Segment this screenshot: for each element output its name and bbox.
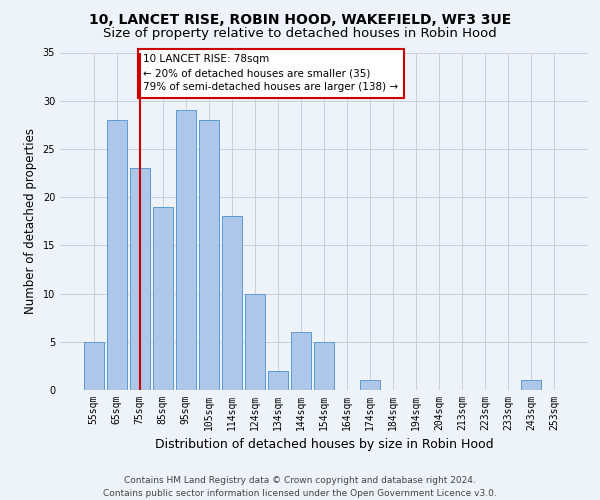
Bar <box>314 342 334 390</box>
Bar <box>222 216 242 390</box>
Text: 10, LANCET RISE, ROBIN HOOD, WAKEFIELD, WF3 3UE: 10, LANCET RISE, ROBIN HOOD, WAKEFIELD, … <box>89 12 511 26</box>
Bar <box>521 380 541 390</box>
Bar <box>153 207 173 390</box>
Text: 10 LANCET RISE: 78sqm
← 20% of detached houses are smaller (35)
79% of semi-deta: 10 LANCET RISE: 78sqm ← 20% of detached … <box>143 54 398 92</box>
Text: Size of property relative to detached houses in Robin Hood: Size of property relative to detached ho… <box>103 28 497 40</box>
Bar <box>176 110 196 390</box>
Bar <box>245 294 265 390</box>
Bar <box>130 168 149 390</box>
X-axis label: Distribution of detached houses by size in Robin Hood: Distribution of detached houses by size … <box>155 438 493 452</box>
Bar <box>199 120 218 390</box>
Bar <box>268 370 288 390</box>
Bar <box>291 332 311 390</box>
Y-axis label: Number of detached properties: Number of detached properties <box>24 128 37 314</box>
Bar <box>360 380 380 390</box>
Bar <box>107 120 127 390</box>
Bar <box>84 342 104 390</box>
Text: Contains HM Land Registry data © Crown copyright and database right 2024.
Contai: Contains HM Land Registry data © Crown c… <box>103 476 497 498</box>
